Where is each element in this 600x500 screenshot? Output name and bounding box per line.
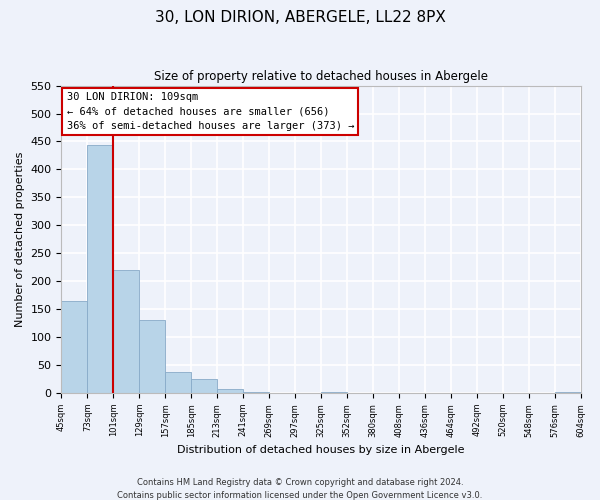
Bar (243, 392, 269, 393)
Bar (113, 270, 139, 393)
Bar (88, 146, 113, 393)
Bar (321, 392, 347, 393)
Bar (139, 320, 165, 393)
Bar (61, 301, 88, 393)
Bar (165, 372, 191, 393)
Text: 30 LON DIRION: 109sqm
← 64% of detached houses are smaller (656)
36% of semi-det: 30 LON DIRION: 109sqm ← 64% of detached … (67, 92, 354, 132)
Bar (191, 378, 217, 393)
Bar (554, 392, 581, 393)
Title: Size of property relative to detached houses in Abergele: Size of property relative to detached ho… (154, 70, 488, 83)
Text: 30, LON DIRION, ABERGELE, LL22 8PX: 30, LON DIRION, ABERGELE, LL22 8PX (155, 10, 445, 25)
Text: Contains HM Land Registry data © Crown copyright and database right 2024.
Contai: Contains HM Land Registry data © Crown c… (118, 478, 482, 500)
X-axis label: Distribution of detached houses by size in Abergele: Distribution of detached houses by size … (177, 445, 465, 455)
Bar (217, 388, 243, 393)
Y-axis label: Number of detached properties: Number of detached properties (15, 152, 25, 327)
